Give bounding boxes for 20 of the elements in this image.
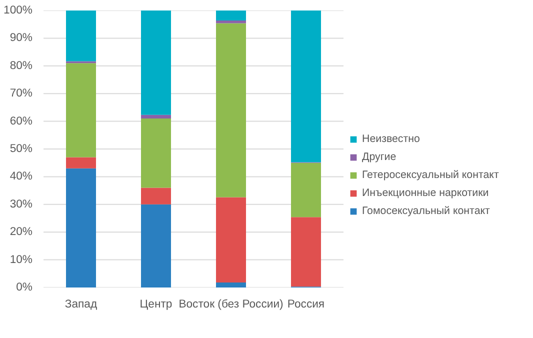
x-tick-label: Восток (без России) — [178, 298, 284, 310]
y-tick-label: 80% — [10, 60, 33, 72]
y-tick-label: 30% — [10, 198, 33, 210]
legend-label: Инъекционные наркотики — [362, 187, 489, 199]
y-tick-label: 60% — [10, 115, 33, 128]
legend-label: Гетеросексуальный контакт — [362, 169, 499, 181]
y-tick-label: 50% — [10, 143, 33, 155]
x-tick-label: Россия — [287, 298, 325, 310]
y-tick-label: 100% — [4, 4, 33, 16]
legend-label: Неизвестно — [362, 133, 420, 145]
x-tick-label: Запад — [64, 298, 98, 310]
x-tick-label: Центр — [140, 298, 172, 310]
y-tick-label: 20% — [10, 226, 33, 238]
y-tick-label: 70% — [10, 88, 33, 100]
y-tick-label: 10% — [10, 254, 33, 266]
y-tick-label: 0% — [16, 282, 32, 294]
y-tick-label: 90% — [10, 32, 33, 44]
y-tick-label: 40% — [10, 170, 33, 183]
legend-label: Другие — [362, 151, 396, 163]
legend-label: Гомосексуальный контакт — [362, 205, 490, 217]
